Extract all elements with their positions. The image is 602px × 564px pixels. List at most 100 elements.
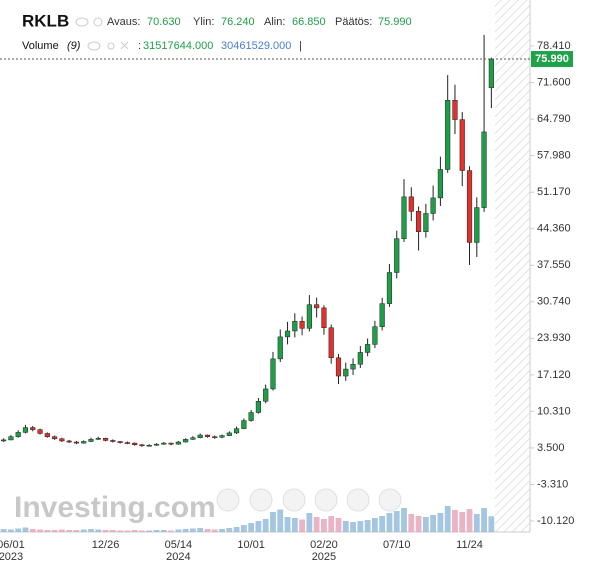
volume-bar xyxy=(182,529,189,532)
future-area xyxy=(495,0,530,532)
candle-body xyxy=(117,441,123,443)
candle-body xyxy=(132,442,138,445)
header-label: Avaus: xyxy=(107,16,140,28)
candle-body xyxy=(161,442,167,445)
volume-bar xyxy=(459,512,466,532)
volume-bar xyxy=(175,529,182,532)
candle-body xyxy=(22,427,29,433)
volume-bar xyxy=(248,523,255,532)
candle-body xyxy=(328,327,334,359)
x-tick-label: 02/20 xyxy=(310,539,338,551)
volume-bar xyxy=(131,530,138,532)
candle-body xyxy=(430,197,436,214)
watermark: Investing.com xyxy=(14,491,216,524)
candle-body xyxy=(73,441,80,444)
candle-body xyxy=(241,420,247,429)
price-tag-label: 75.990 xyxy=(535,53,569,65)
header-value: 66.850 xyxy=(292,16,326,28)
volume-bar xyxy=(189,528,196,532)
y-tick-label: 57.980 xyxy=(537,150,571,162)
x-tick-label: 07/10 xyxy=(383,539,411,551)
volume-bar xyxy=(350,522,356,532)
volume-bar xyxy=(262,519,269,532)
candle-body xyxy=(474,207,480,243)
volume-bar xyxy=(73,530,80,532)
candle-body xyxy=(292,321,298,332)
volume-bar xyxy=(51,530,58,532)
zoom-controls[interactable] xyxy=(216,488,402,512)
y-tick-label: 30.740 xyxy=(537,296,571,308)
volume-bar xyxy=(401,508,407,532)
volume-bar xyxy=(357,521,364,532)
volume-bar xyxy=(66,530,73,532)
volume-bar xyxy=(8,529,14,532)
candle-body xyxy=(66,440,72,443)
volume-label: Volume xyxy=(22,40,59,52)
volume-bar xyxy=(313,517,320,532)
candle-body xyxy=(408,196,414,212)
volume-bar xyxy=(342,521,349,532)
y-tick-label: 71.600 xyxy=(537,76,571,88)
candle-body xyxy=(15,432,21,437)
header-icons[interactable] xyxy=(75,17,129,51)
candle-body xyxy=(88,439,94,442)
candle-body xyxy=(379,303,385,327)
candle-body xyxy=(139,444,145,447)
volume-bar xyxy=(284,517,291,532)
cursor: | xyxy=(299,40,302,52)
volume-bar xyxy=(299,519,306,532)
volume-bar xyxy=(95,529,102,532)
candle-body xyxy=(81,441,87,444)
candle-body xyxy=(37,429,43,434)
candle-body xyxy=(357,352,363,365)
x-year-label: 2025 xyxy=(312,551,336,563)
candle-body xyxy=(255,401,261,413)
candle-body xyxy=(306,304,312,329)
header-label: Ylin: xyxy=(193,16,214,28)
candle-body xyxy=(44,433,50,437)
volume-bar xyxy=(44,530,51,532)
volume-bar xyxy=(466,509,473,532)
candle-body xyxy=(488,58,494,89)
volume-bar xyxy=(437,513,444,532)
candle-body xyxy=(102,438,109,441)
candle-body xyxy=(459,119,465,171)
candle-body xyxy=(95,438,101,440)
volume-bar xyxy=(80,529,87,532)
volume-bar xyxy=(393,511,400,532)
volume-ma-value: 30461529.000 xyxy=(221,40,291,52)
x-tick-label: 12/26 xyxy=(92,539,120,551)
volume-bar xyxy=(270,512,276,532)
volume-value: 31517644.000 xyxy=(143,40,213,52)
y-tick-label: 44.360 xyxy=(537,223,571,235)
volume-bar xyxy=(153,530,160,532)
volume-bar xyxy=(335,518,342,532)
volume-bar xyxy=(37,529,43,532)
candle-body xyxy=(212,436,218,438)
candle-body xyxy=(263,388,269,402)
candle-body xyxy=(226,432,232,436)
volume-bar xyxy=(415,516,422,532)
x-tick-label: 05/14 xyxy=(165,539,193,551)
volume-bar xyxy=(58,529,65,532)
candle-body xyxy=(321,307,327,329)
volume-bar xyxy=(328,516,335,532)
candle-body xyxy=(183,439,189,443)
candle-body xyxy=(153,443,160,446)
volume-bar xyxy=(408,514,415,532)
header-label: Alin: xyxy=(264,16,285,28)
candle-body xyxy=(197,434,203,438)
candle-body xyxy=(124,442,130,444)
candle-body xyxy=(335,357,342,377)
volume-bar xyxy=(204,529,211,532)
candle-body xyxy=(168,442,174,445)
candle-body xyxy=(423,213,429,232)
volume-bar xyxy=(211,529,218,532)
candle-body xyxy=(314,304,320,309)
candle-body xyxy=(343,368,349,377)
y-tick-label: 37.550 xyxy=(537,259,571,271)
candle-body xyxy=(110,440,116,442)
volume-bar xyxy=(444,506,451,532)
x-year-label: 2024 xyxy=(166,551,190,563)
header-value: 76.240 xyxy=(221,16,255,28)
